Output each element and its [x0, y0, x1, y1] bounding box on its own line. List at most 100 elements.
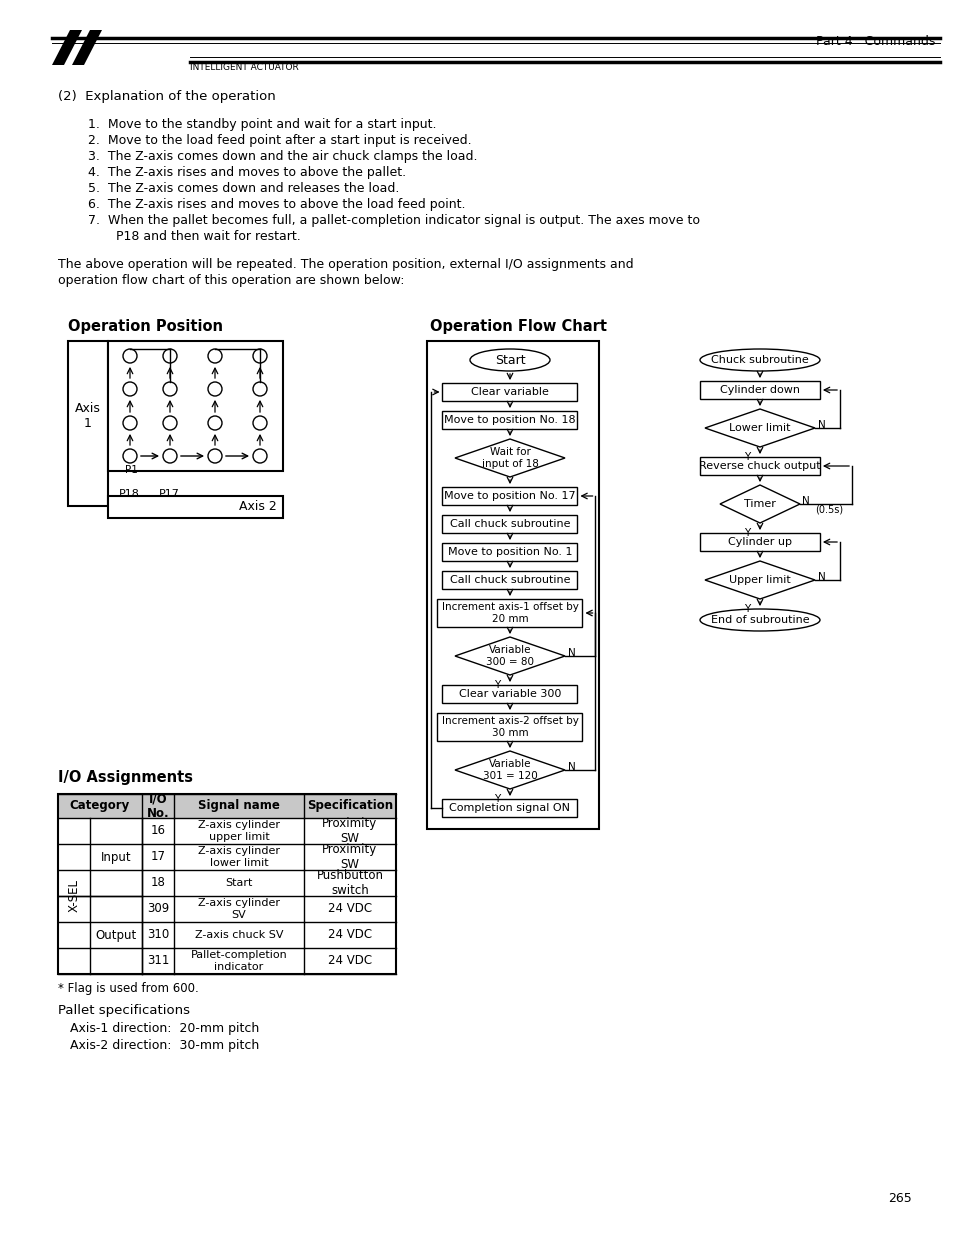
- Polygon shape: [704, 561, 814, 599]
- Bar: [442, 515, 577, 534]
- Text: Chuck subroutine: Chuck subroutine: [710, 354, 808, 366]
- Text: 311: 311: [147, 955, 169, 967]
- Text: 24 VDC: 24 VDC: [328, 955, 372, 967]
- Text: Z-axis cylinder
upper limit: Z-axis cylinder upper limit: [198, 820, 280, 842]
- Text: Input: Input: [101, 851, 132, 863]
- Text: Clear variable: Clear variable: [471, 387, 548, 396]
- Text: P1: P1: [125, 466, 138, 475]
- Bar: [437, 713, 582, 741]
- Bar: [442, 799, 577, 818]
- Polygon shape: [704, 409, 814, 447]
- Text: 17: 17: [151, 851, 165, 863]
- Text: The above operation will be repeated. The operation position, external I/O assig: The above operation will be repeated. Th…: [58, 258, 633, 270]
- Text: Part 4   Commands: Part 4 Commands: [815, 35, 934, 48]
- Text: 5.  The Z-axis comes down and releases the load.: 5. The Z-axis comes down and releases th…: [88, 182, 399, 195]
- Text: (0.5s): (0.5s): [814, 504, 842, 514]
- Text: Timer: Timer: [743, 499, 775, 509]
- Text: 2.  Move to the load feed point after a start input is received.: 2. Move to the load feed point after a s…: [88, 135, 471, 147]
- Text: Upper limit: Upper limit: [728, 576, 790, 585]
- Bar: [442, 383, 577, 401]
- Text: Cylinder down: Cylinder down: [720, 385, 800, 395]
- Text: * Flag is used from 600.: * Flag is used from 600.: [58, 982, 198, 995]
- Text: Category: Category: [70, 799, 130, 813]
- Bar: [427, 341, 598, 829]
- Text: P17: P17: [159, 489, 180, 499]
- Text: Start: Start: [495, 353, 525, 367]
- Text: Z-axis cylinder
lower limit: Z-axis cylinder lower limit: [198, 846, 280, 868]
- Text: (2)  Explanation of the operation: (2) Explanation of the operation: [58, 90, 275, 103]
- Text: Move to position No. 17: Move to position No. 17: [444, 492, 576, 501]
- Text: Increment axis-2 offset by
30 mm: Increment axis-2 offset by 30 mm: [441, 716, 578, 737]
- Text: Move to position No. 1: Move to position No. 1: [447, 547, 572, 557]
- Text: 18: 18: [151, 877, 165, 889]
- Text: 24 VDC: 24 VDC: [328, 903, 372, 915]
- Text: Y: Y: [743, 529, 749, 538]
- Text: Y: Y: [743, 452, 749, 462]
- Bar: [442, 543, 577, 561]
- Text: Proximity
SW: Proximity SW: [322, 818, 377, 845]
- Polygon shape: [52, 30, 82, 65]
- Text: Reverse chuck output: Reverse chuck output: [699, 461, 820, 471]
- Text: Operation Position: Operation Position: [68, 319, 223, 333]
- Ellipse shape: [700, 609, 820, 631]
- Text: Proximity
SW: Proximity SW: [322, 844, 377, 871]
- Text: Lower limit: Lower limit: [728, 424, 790, 433]
- Text: N: N: [567, 648, 576, 658]
- Text: INTELLIGENT ACTUATOR: INTELLIGENT ACTUATOR: [190, 63, 298, 72]
- Text: 265: 265: [887, 1192, 911, 1205]
- Polygon shape: [455, 751, 564, 789]
- Polygon shape: [455, 637, 564, 676]
- Text: Variable
300 = 80: Variable 300 = 80: [485, 645, 534, 667]
- Bar: [58, 794, 395, 818]
- Text: Pushbutton
switch: Pushbutton switch: [316, 869, 383, 897]
- Text: Specification: Specification: [307, 799, 393, 813]
- Text: 4.  The Z-axis rises and moves to above the pallet.: 4. The Z-axis rises and moves to above t…: [88, 165, 406, 179]
- Text: Cylinder up: Cylinder up: [727, 537, 791, 547]
- Text: P18 and then wait for restart.: P18 and then wait for restart.: [88, 230, 300, 243]
- Text: 16: 16: [151, 825, 165, 837]
- Text: I/O
No.: I/O No.: [147, 792, 169, 820]
- Polygon shape: [71, 30, 102, 65]
- Bar: [700, 534, 820, 551]
- Text: 1.  Move to the standby point and wait for a start input.: 1. Move to the standby point and wait fo…: [88, 119, 436, 131]
- Text: End of subroutine: End of subroutine: [710, 615, 808, 625]
- Text: N: N: [801, 496, 809, 506]
- Text: Call chuck subroutine: Call chuck subroutine: [449, 519, 570, 529]
- Text: Y: Y: [494, 680, 499, 690]
- Polygon shape: [720, 485, 800, 522]
- Text: operation flow chart of this operation are shown below:: operation flow chart of this operation a…: [58, 274, 404, 287]
- Text: Operation Flow Chart: Operation Flow Chart: [430, 319, 606, 333]
- Text: Variable
301 = 120: Variable 301 = 120: [482, 760, 537, 781]
- Text: N: N: [567, 762, 576, 772]
- Text: 6.  The Z-axis rises and moves to above the load feed point.: 6. The Z-axis rises and moves to above t…: [88, 198, 465, 211]
- Text: N: N: [817, 572, 825, 582]
- Bar: [442, 685, 577, 703]
- Text: 3.  The Z-axis comes down and the air chuck clamps the load.: 3. The Z-axis comes down and the air chu…: [88, 149, 477, 163]
- Text: Z-axis chuck SV: Z-axis chuck SV: [194, 930, 283, 940]
- Text: P18: P18: [119, 489, 140, 499]
- Text: Move to position No. 18: Move to position No. 18: [444, 415, 576, 425]
- Bar: [700, 457, 820, 475]
- Text: Call chuck subroutine: Call chuck subroutine: [449, 576, 570, 585]
- Text: Completion signal ON: Completion signal ON: [449, 803, 570, 813]
- Polygon shape: [455, 438, 564, 477]
- Bar: [58, 794, 395, 974]
- Ellipse shape: [470, 350, 550, 370]
- Bar: [700, 382, 820, 399]
- Text: Increment axis-1 offset by
20 mm: Increment axis-1 offset by 20 mm: [441, 603, 578, 624]
- Text: Axis 2: Axis 2: [239, 500, 276, 514]
- Bar: [442, 411, 577, 429]
- Text: Z-axis cylinder
SV: Z-axis cylinder SV: [198, 898, 280, 920]
- Text: 24 VDC: 24 VDC: [328, 929, 372, 941]
- Ellipse shape: [700, 350, 820, 370]
- Text: Pallet specifications: Pallet specifications: [58, 1004, 190, 1016]
- Text: Start: Start: [225, 878, 253, 888]
- Text: Wait for
input of 18: Wait for input of 18: [481, 447, 537, 469]
- Text: Y: Y: [743, 604, 749, 614]
- Bar: [108, 341, 283, 471]
- Text: 309: 309: [147, 903, 169, 915]
- Text: Pallet-completion
indicator: Pallet-completion indicator: [191, 950, 287, 972]
- Text: Signal name: Signal name: [198, 799, 279, 813]
- Text: N: N: [817, 420, 825, 430]
- Text: Output: Output: [95, 929, 136, 941]
